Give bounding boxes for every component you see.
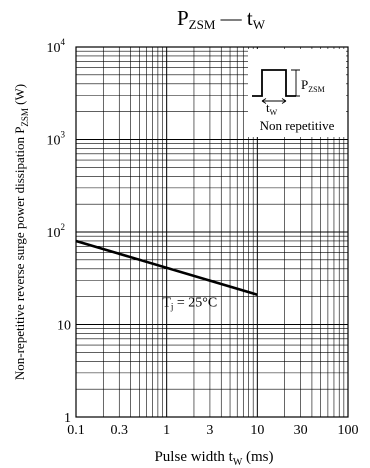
- y-axis-label: Non-repetitive reverse surge power dissi…: [12, 84, 30, 380]
- x-tick-label: 30: [294, 423, 308, 438]
- y-tick-label: 103: [47, 130, 66, 149]
- x-tick-label: 3: [206, 423, 213, 438]
- pulse-waveform-icon: [252, 69, 296, 97]
- y-tick-label: 102: [47, 222, 66, 241]
- inset-box: [248, 49, 346, 137]
- pulse-inset: PZSM tW Non repetitive: [248, 49, 346, 137]
- amplitude-dimension-line: [291, 69, 300, 97]
- y-tick-label: 1: [64, 411, 71, 426]
- x-tick-label: 0.3: [111, 423, 129, 438]
- width-dimension-line: [261, 98, 287, 104]
- x-tick-label: 1: [163, 423, 170, 438]
- inset-caption: Non repetitive: [260, 118, 335, 133]
- x-tick-label: 10: [250, 423, 264, 438]
- series-label: Tj = 25°C: [162, 296, 217, 312]
- series-layer: Tj = 25°C: [75, 239, 258, 312]
- x-axis-label: Pulse width tW (ms): [154, 449, 273, 468]
- inset-pulse-label: PZSM: [301, 77, 325, 94]
- plot-frame: [75, 46, 349, 418]
- inset-width-label: tW: [266, 100, 278, 117]
- x-tick-label: 100: [338, 423, 359, 438]
- grid: [76, 47, 348, 418]
- y-tick-label: 104: [47, 37, 66, 56]
- tick-labels: 0.1 0.3 1 3 10 30 100 1 10 102 103 104: [47, 37, 359, 438]
- y-tick-label: 10: [57, 319, 71, 334]
- x-tick-label: 0.1: [67, 423, 85, 438]
- series-line: [75, 239, 258, 296]
- chart-title: PZSM — tW: [177, 6, 266, 32]
